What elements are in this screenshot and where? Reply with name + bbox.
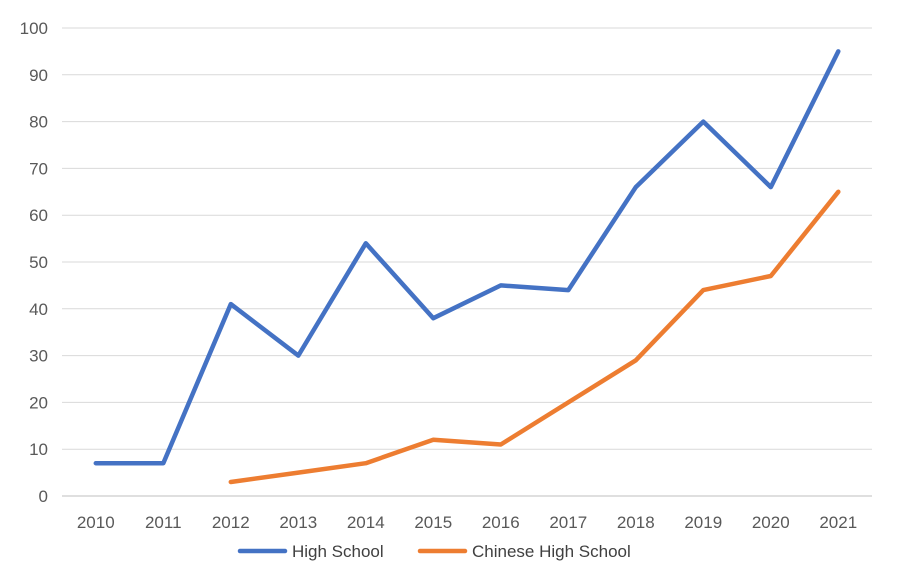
x-tick-label: 2021: [819, 513, 857, 532]
y-tick-label: 100: [20, 19, 48, 38]
y-tick-label: 60: [29, 206, 48, 225]
x-tick-label: 2019: [684, 513, 722, 532]
y-tick-label: 0: [39, 487, 48, 506]
series-line-1: [96, 51, 839, 463]
x-tick-label: 2016: [482, 513, 520, 532]
y-tick-label: 40: [29, 300, 48, 319]
y-tick-label: 20: [29, 393, 48, 412]
series-line-2: [231, 192, 839, 482]
y-tick-label: 70: [29, 159, 48, 178]
x-tick-label: 2013: [279, 513, 317, 532]
x-tick-label: 2012: [212, 513, 250, 532]
series-lines: [96, 51, 839, 482]
legend-label-1: High School: [292, 542, 384, 561]
gridlines: [62, 28, 872, 496]
x-axis-ticks: 2010 2011 2012 2013 2014 2015 2016 2017 2018 2019…: [77, 513, 857, 532]
legend-label-2: Chinese High School: [472, 542, 631, 561]
y-tick-label: 30: [29, 347, 48, 366]
y-tick-label: 90: [29, 66, 48, 85]
x-tick-label: 2014: [347, 513, 385, 532]
x-tick-label: 2018: [617, 513, 655, 532]
x-tick-label: 2020: [752, 513, 790, 532]
legend: High School Chinese High School: [240, 542, 631, 561]
y-axis-ticks: 0 10 20 30 40 50 60 70 80 90 100: [20, 19, 48, 506]
x-tick-label: 2015: [414, 513, 452, 532]
x-tick-label: 2011: [145, 513, 182, 532]
y-tick-label: 10: [29, 440, 48, 459]
x-tick-label: 2017: [549, 513, 587, 532]
y-tick-label: 50: [29, 253, 48, 272]
y-tick-label: 80: [29, 113, 48, 132]
x-tick-label: 2010: [77, 513, 115, 532]
